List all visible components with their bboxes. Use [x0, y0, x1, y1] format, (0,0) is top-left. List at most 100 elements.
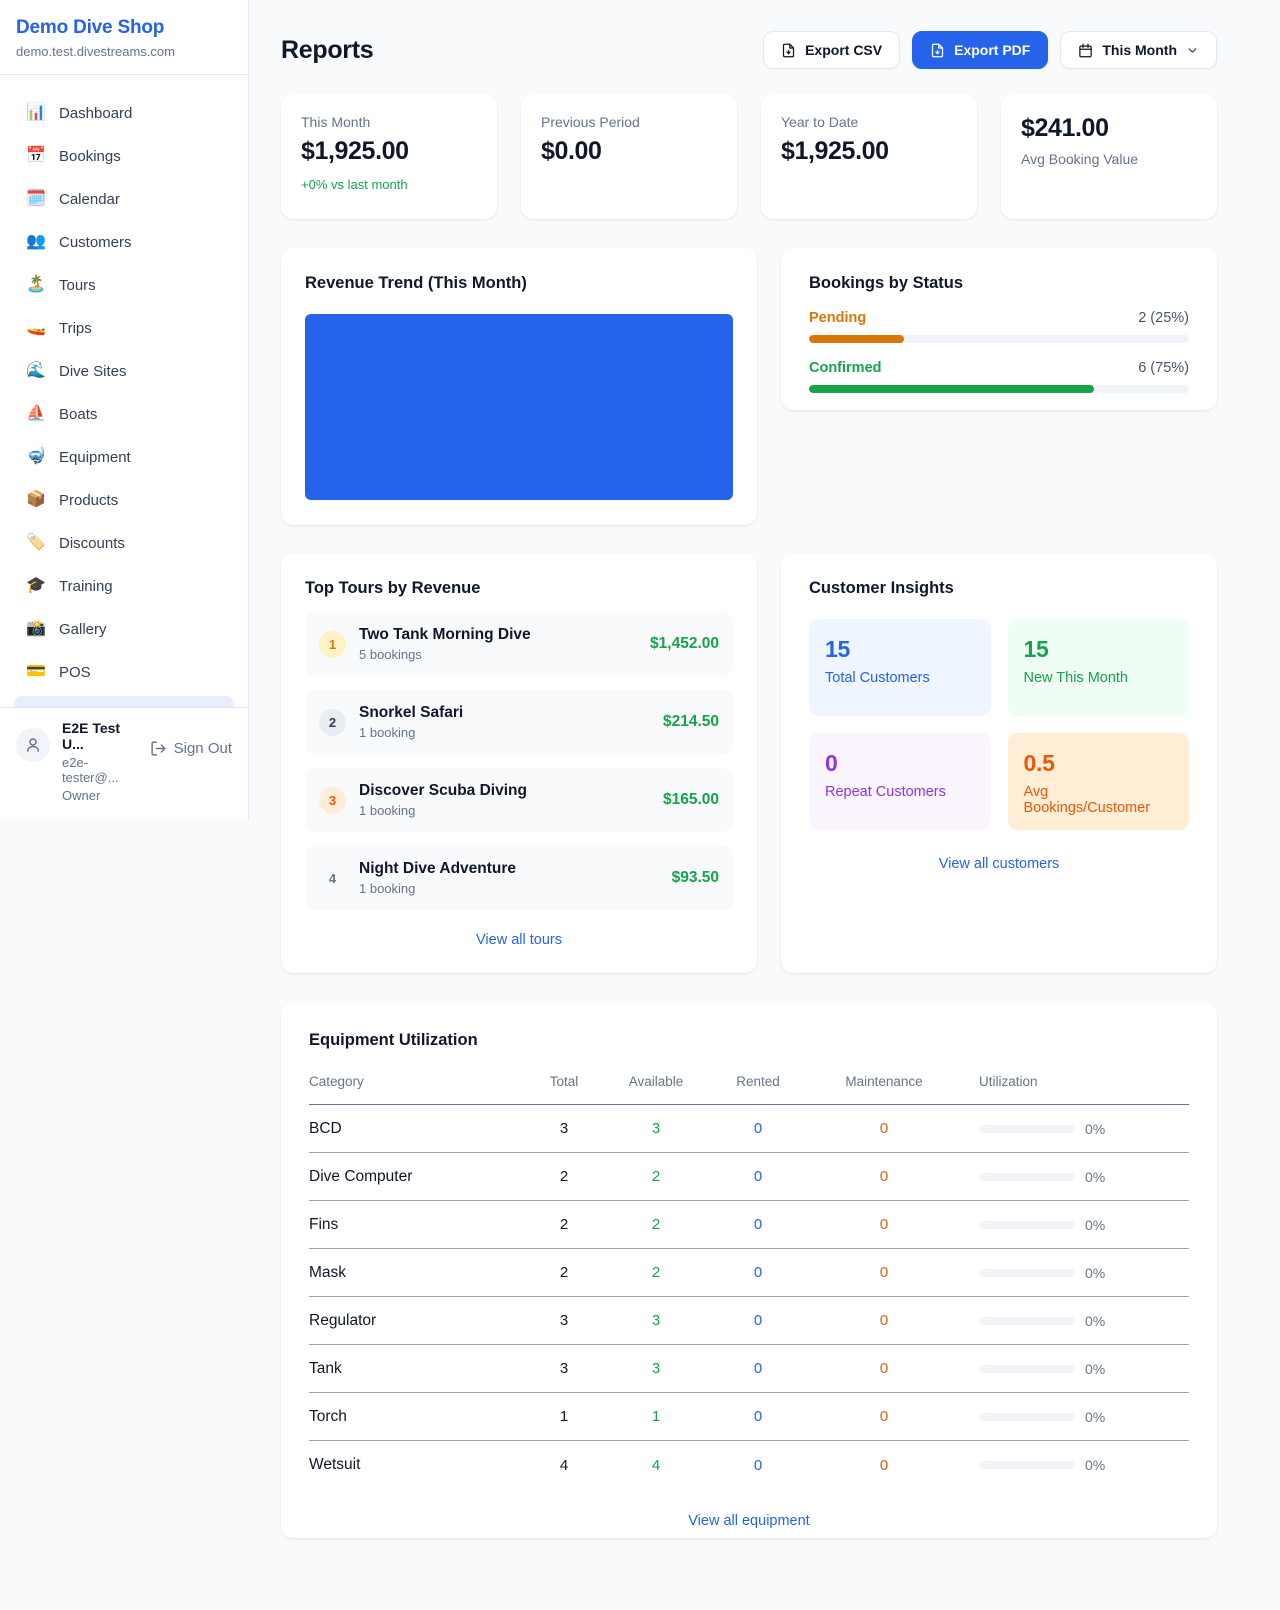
cell-available: 2	[651, 1264, 661, 1281]
cell-available: 3	[651, 1360, 661, 1377]
sidebar-item-label: Dashboard	[59, 104, 133, 122]
tour-name: Night Dive Adventure	[359, 860, 517, 877]
export-csv-button[interactable]: Export CSV	[763, 31, 901, 69]
tile-label: Total Customers	[825, 670, 930, 686]
cell-maintenance: 0	[879, 1456, 889, 1474]
status-count-pending: 2 (25%)	[1138, 310, 1189, 326]
cell-utilization: 0%	[1085, 1457, 1106, 1473]
tour-row[interactable]: 1 Two Tank Morning Dive 5 bookings $1,45…	[305, 612, 733, 676]
tour-row[interactable]: 3 Discover Scuba Diving 1 booking $165.0…	[305, 768, 733, 832]
column-header-utilization: Utilization	[979, 1074, 1038, 1089]
calendar-icon: 🗓️	[26, 190, 46, 207]
stat-card-this-month: This Month $1,925.00 +0% vs last month	[281, 94, 497, 219]
sidebar-item-label: Calendar	[59, 190, 120, 208]
sidebar-item-training[interactable]: 🎓 Training	[12, 567, 236, 605]
sidebar-item-discounts[interactable]: 🏷️ Discounts	[12, 524, 236, 562]
tile-avg-bookings-customer: 0.5 Avg Bookings/Customer	[1007, 733, 1189, 830]
cell-category: Torch	[309, 1407, 347, 1425]
cell-utilization: 0%	[1085, 1408, 1106, 1425]
tile-repeat-customers: 0 Repeat Customers	[809, 733, 991, 830]
sidebar-item-dive-sites[interactable]: 🌊 Dive Sites	[12, 352, 236, 390]
tile-value: 0.5	[1023, 750, 1055, 776]
tour-bookings: 1 booking	[359, 803, 416, 818]
file-download-icon	[931, 43, 944, 57]
sidebar-item-calendar[interactable]: 🗓️ Calendar	[12, 180, 236, 218]
view-all-equipment-link[interactable]: View all equipment	[688, 1513, 810, 1529]
tile-value: 15	[825, 636, 850, 662]
cell-maintenance: 0	[879, 1312, 889, 1329]
view-all-tours-link[interactable]: View all tours	[476, 932, 562, 948]
cell-rented: 0	[753, 1216, 763, 1233]
stat-label: Year to Date	[781, 114, 859, 130]
tile-total-customers: 15 Total Customers	[809, 619, 991, 716]
cell-available: 2	[651, 1216, 661, 1233]
column-header-maintenance: Maintenance	[845, 1074, 923, 1089]
person-icon	[27, 738, 39, 752]
discounts-icon: 🏷️	[26, 534, 46, 551]
period-dropdown[interactable]: This Month	[1060, 31, 1217, 69]
tile-label: Avg Bookings/Customer	[1023, 784, 1151, 816]
tour-bookings: 5 bookings	[359, 647, 422, 662]
sidebar-item-label: Equipment	[59, 448, 131, 466]
cell-total: 4	[559, 1456, 569, 1474]
cell-total: 3	[559, 1360, 569, 1377]
cell-maintenance: 0	[879, 1168, 889, 1185]
sidebar-nav: 📊 Dashboard 📅 Bookings 🗓️ Calendar 👥 Cus…	[0, 75, 248, 707]
tour-bookings: 1 booking	[359, 725, 416, 740]
column-header-total: Total	[549, 1074, 579, 1089]
customers-icon: 👥	[26, 233, 46, 250]
sidebar-item-label: Bookings	[59, 147, 121, 165]
page-title: Reports	[281, 35, 374, 64]
cell-total: 3	[559, 1120, 569, 1137]
stat-card-year-to-date: Year to Date $1,925.00	[761, 94, 977, 219]
tours-icon: 🏝️	[26, 276, 46, 293]
page-header: Reports Export CSV Export PDF This Month	[281, 31, 1217, 69]
sidebar-item-pos[interactable]: 💳 POS	[12, 653, 236, 691]
cell-utilization: 0%	[1085, 1168, 1106, 1185]
progress-track	[809, 385, 1189, 393]
sidebar-item-dashboard[interactable]: 📊 Dashboard	[12, 94, 236, 132]
sign-out-button[interactable]: Sign Out	[150, 740, 232, 757]
cell-category: Regulator	[309, 1311, 377, 1329]
sidebar-item-bookings[interactable]: 📅 Bookings	[12, 137, 236, 175]
sidebar: Demo Dive Shop demo.test.divestreams.com…	[0, 0, 249, 819]
status-label-pending: Pending	[809, 310, 867, 326]
sidebar-item-label: Products	[59, 491, 119, 509]
view-all-customers-link[interactable]: View all customers	[938, 856, 1060, 872]
equipment-utilization-title: Equipment Utilization	[309, 1031, 478, 1049]
table-row: Dive Computer 2 2 0 0 0%	[309, 1153, 1189, 1201]
avatar	[16, 728, 50, 762]
sidebar-item-customers[interactable]: 👥 Customers	[12, 223, 236, 261]
sidebar-item-trips[interactable]: 🚤 Trips	[12, 309, 236, 347]
tour-row[interactable]: 4 Night Dive Adventure 1 booking $93.50	[305, 846, 733, 910]
user-name: E2E Test U...	[62, 720, 121, 752]
cell-utilization: 0%	[1085, 1312, 1106, 1329]
equipment-utilization-card: Equipment Utilization Category Total Ava…	[281, 1003, 1217, 1538]
cell-total: 2	[559, 1216, 569, 1233]
cell-rented: 0	[753, 1168, 763, 1185]
stat-value: $1,925.00	[301, 137, 409, 165]
boats-icon: ⛵	[26, 405, 46, 422]
cell-total: 1	[559, 1408, 569, 1425]
rank-badge: 1	[319, 630, 346, 658]
export-csv-label: Export CSV	[805, 42, 883, 58]
logout-icon	[151, 741, 166, 756]
equipment-table: Category Total Available Rented Maintena…	[309, 1066, 1189, 1489]
stat-label: Avg Booking Value	[1021, 151, 1139, 167]
period-label: This Month	[1102, 42, 1177, 58]
tour-row[interactable]: 2 Snorkel Safari 1 booking $214.50	[305, 690, 733, 754]
sidebar-item-tours[interactable]: 🏝️ Tours	[12, 266, 236, 304]
sidebar-item-boats[interactable]: ⛵ Boats	[12, 395, 236, 433]
tour-name: Discover Scuba Diving	[359, 782, 527, 799]
sidebar-item-partially-visible[interactable]	[14, 696, 234, 707]
column-header-category: Category	[309, 1074, 364, 1089]
sidebar-item-gallery[interactable]: 📸 Gallery	[12, 610, 236, 648]
header-actions: Export CSV Export PDF This Month	[763, 31, 1217, 69]
sidebar-item-equipment[interactable]: 🤿 Equipment	[12, 438, 236, 476]
sidebar-item-products[interactable]: 📦 Products	[12, 481, 236, 519]
cell-available: 3	[651, 1120, 661, 1137]
cell-category: Fins	[309, 1215, 339, 1233]
export-pdf-button[interactable]: Export PDF	[912, 31, 1049, 69]
stat-card-avg-booking-value: $241.00 Avg Booking Value	[1001, 94, 1217, 219]
table-row: Fins 2 2 0 0 0%	[309, 1201, 1189, 1249]
